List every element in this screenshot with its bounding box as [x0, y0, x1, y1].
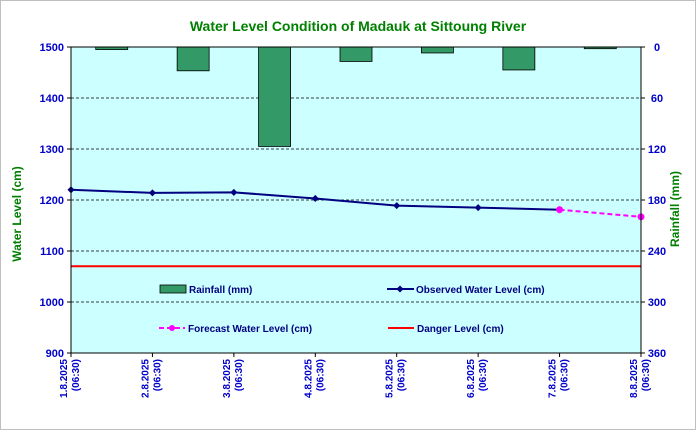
right-axis-label: Rainfall (mm): [668, 171, 682, 247]
chart-title: Water Level Condition of Madauk at Sitto…: [190, 18, 527, 34]
x-tick-date: 3.8.2025: [222, 359, 233, 398]
right-tick-label: 240: [648, 246, 666, 258]
observed-point: [474, 204, 482, 212]
left-tick-label: 1500: [40, 42, 64, 54]
x-tick-date: 6.8.2025: [466, 359, 477, 398]
left-tick-label: 900: [46, 348, 64, 360]
gridlines: [71, 97, 641, 303]
right-tick-label: 360: [648, 348, 666, 360]
left-tick-label: 1300: [40, 144, 64, 156]
right-axis-ticks: 0 60 120 180 240 300 360: [641, 42, 666, 360]
rainfall-bar: [421, 46, 454, 54]
left-axis-ticks: 900 1000 1100 1200 1300 1400 1500: [40, 42, 71, 360]
left-tick-label: 1100: [40, 246, 64, 258]
legend-forecast-marker: [169, 325, 175, 331]
x-tick-date: 8.8.2025: [629, 359, 640, 398]
x-tick-date: 7.8.2025: [548, 359, 559, 398]
legend-rainfall-swatch: [159, 284, 187, 294]
x-tick-time: (06:30): [478, 359, 489, 391]
right-tick-label: 180: [648, 195, 666, 207]
rainfall-bar: [339, 46, 373, 62]
x-tick-time: (06:30): [152, 359, 163, 391]
x-tick-date: 1.8.2025: [59, 359, 70, 398]
rainfall-bar: [258, 46, 291, 147]
right-tick-label: 300: [648, 297, 666, 309]
x-tick-time: (06:30): [315, 359, 326, 391]
x-tick-date: 4.8.2025: [303, 359, 314, 398]
observed-point: [311, 194, 319, 203]
right-tick-label: 60: [651, 93, 663, 105]
x-tick-date: 5.8.2025: [385, 359, 396, 398]
rainfall-bar: [502, 46, 536, 71]
forecast-point: [556, 206, 564, 214]
rainfall-bar: [176, 46, 210, 72]
legend-forecast-label: Forecast Water Level (cm): [188, 324, 312, 335]
x-tick-time: (06:30): [560, 359, 571, 391]
legend-observed-marker: [396, 285, 404, 293]
observed-point: [230, 188, 238, 196]
x-tick-time: (06:30): [234, 359, 245, 391]
x-tick-date: 2.8.2025: [140, 359, 151, 398]
left-tick-label: 1200: [40, 195, 64, 207]
forecast-line: [559, 208, 642, 218]
left-axis-label: Water Level (cm): [10, 166, 24, 262]
forecast-series: [556, 206, 645, 221]
right-tick-label: 120: [648, 144, 666, 156]
legend-rainfall-label: Rainfall (mm): [189, 285, 252, 296]
x-tick-time: (06:30): [71, 359, 82, 391]
legend-danger-label: Danger Level (cm): [417, 324, 504, 335]
left-tick-label: 1000: [40, 297, 64, 309]
x-tick-time: (06:30): [397, 359, 408, 391]
right-tick-label: 0: [654, 42, 660, 54]
x-tick-time: (06:30): [641, 359, 652, 391]
left-tick-label: 1400: [40, 93, 64, 105]
rainfall-bars: [95, 46, 617, 147]
observed-point: [148, 189, 156, 197]
legend-observed-label: Observed Water Level (cm): [416, 285, 545, 296]
x-axis-ticks: 1.8.2025 (06:30) 2.8.2025 (06:30) 3.8.2025 (0…: [59, 353, 652, 398]
observed-point: [393, 202, 401, 210]
legend: Rainfall (mm) Observed Water Level (cm) …: [159, 284, 545, 335]
